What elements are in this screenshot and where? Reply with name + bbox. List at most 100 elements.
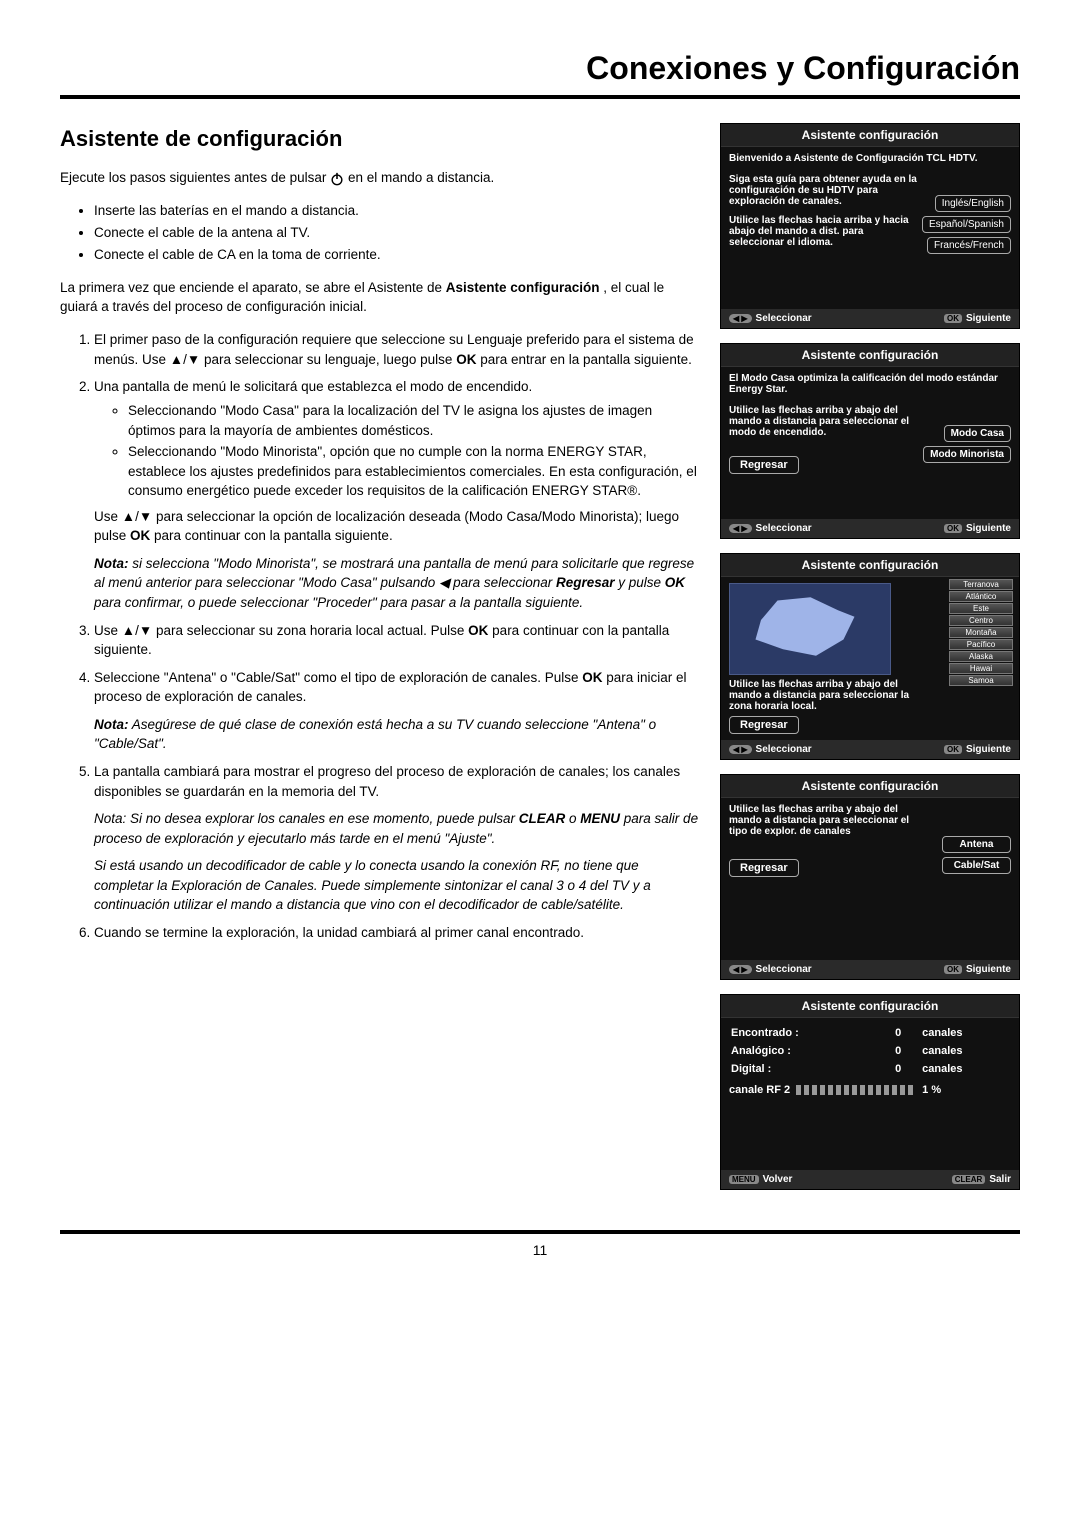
ok-badge-icon: OK [944,745,962,754]
text-bold: MENU [580,811,620,826]
tz-option[interactable]: Pacífico [949,639,1013,650]
step-5-note-a: Nota: Si no desea explorar los canales e… [94,809,700,848]
step-3: Use ▲/▼ para seleccionar su zona horaria… [94,621,700,660]
tz-option[interactable]: Atlántico [949,591,1013,602]
panel-footer: ◀ ▶Seleccionar OKSiguiente [721,519,1019,538]
text: Seleccione "Antena" o "Cable/Sat" como e… [94,670,582,685]
footer-next: Siguiente [966,964,1011,975]
step-1: El primer paso de la configuración requi… [94,330,700,369]
panel-text: El Modo Casa optimiza la calificación de… [729,373,1011,395]
text-bold: OK [456,352,476,367]
text: para entrar en la pantalla siguiente. [476,352,691,367]
text: La pantalla cambiará para mostrar el pro… [94,764,680,799]
option-spanish[interactable]: Español/Spanish [922,216,1011,233]
step-2-use: Use ▲/▼ para seleccionar la opción de lo… [94,507,700,546]
tz-option[interactable]: Terranova [949,579,1013,590]
back-button[interactable]: Regresar [729,859,799,877]
tz-option[interactable]: Hawai [949,663,1013,674]
text-bold: OK [130,528,150,543]
text: Nota: Si no desea explorar los canales e… [94,811,519,826]
panel-text: Bienvenido a Asistente de Configuración … [729,153,1011,164]
footer-select: Seleccionar [756,744,812,755]
text-bold: Nota: [94,556,129,571]
option-french[interactable]: Francés/French [927,237,1011,254]
tz-option[interactable]: Este [949,603,1013,614]
panel-title: Asistente configuración [721,995,1019,1018]
table-row: Digital : 0 canales [729,1060,1011,1078]
section-title: Asistente de configuración [60,123,700,155]
nav-arrows-icon: ◀ ▶ [729,524,752,533]
prereq-list: Inserte las baterías en el mando a dista… [60,201,700,264]
footer-select: Seleccionar [756,964,812,975]
left-column: Asistente de configuración Ejecute los p… [60,123,700,1190]
footer-salir: Salir [989,1174,1011,1185]
panel-language: Asistente configuración Bienvenido a Asi… [720,123,1020,329]
cell-label: Encontrado : [729,1024,876,1042]
step-2-note: Nota: si selecciona "Modo Minorista", se… [94,554,700,613]
step-5-note-b: Si está usando un decodificador de cable… [94,856,700,915]
panel-title: Asistente configuración [721,775,1019,798]
panel-title: Asistente configuración [721,344,1019,367]
list-item: Inserte las baterías en el mando a dista… [94,201,700,221]
footer-volver: Volver [763,1174,793,1185]
panel-scan-progress: Asistente configuración Encontrado : 0 c… [720,994,1020,1190]
step-2: Una pantalla de menú le solicitará que e… [94,377,700,612]
text-bold: OK [582,670,602,685]
text: o [565,811,580,826]
map-image [729,583,891,675]
panel-text: Siga esta guía para obtener ayuda en la … [729,174,929,207]
cell-unit: canales [920,1042,1011,1060]
option-retail-mode[interactable]: Modo Minorista [923,446,1011,463]
ok-badge-icon: OK [944,524,962,533]
intro-paragraph-1: Ejecute los pasos siguientes antes de pu… [60,168,700,188]
panel-mode: Asistente configuración El Modo Casa opt… [720,343,1020,539]
menu-badge-icon: MENU [729,1175,759,1184]
cell-unit: canales [920,1060,1011,1078]
tz-option[interactable]: Montaña [949,627,1013,638]
steps-list: El primer paso de la configuración requi… [60,330,700,942]
cell-value: 0 [876,1060,920,1078]
text-bold: Asistente configuración [446,280,600,295]
table-row: Analógico : 0 canales [729,1042,1011,1060]
panel-footer: ◀ ▶Seleccionar OKSiguiente [721,309,1019,328]
text: para continuar con la pantalla siguiente… [150,528,392,543]
rf-label: canale RF 2 [729,1084,790,1096]
text-bold: Nota: [94,717,129,732]
step-4-note: Nota: Asegúrese de qué clase de conexión… [94,715,700,754]
panel-title: Asistente configuración [721,124,1019,147]
option-antenna[interactable]: Antena [942,836,1011,853]
text: Una pantalla de menú le solicitará que e… [94,379,532,394]
page-header: Conexiones y Configuración [60,50,1020,99]
text-bold: OK [665,575,685,590]
scan-results-table: Encontrado : 0 canales Analógico : 0 can… [729,1024,1011,1078]
option-english[interactable]: Inglés/English [935,195,1011,212]
tz-option[interactable]: Samoa [949,675,1013,686]
panel-title: Asistente configuración [721,554,1019,577]
footer-select: Seleccionar [756,313,812,324]
text: para confirmar, o puede seleccionar "Pro… [94,595,583,610]
page-footer: 11 [60,1230,1020,1258]
tz-option[interactable]: Alaska [949,651,1013,662]
panel-text: Utilice las flechas arriba y abajo del m… [729,679,914,712]
text: Asegúrese de qué clase de conexión está … [94,717,656,752]
option-home-mode[interactable]: Modo Casa [944,425,1011,442]
footer-next: Siguiente [966,523,1011,534]
ok-badge-icon: OK [944,965,962,974]
tz-option[interactable]: Centro [949,615,1013,626]
table-row: Encontrado : 0 canales [729,1024,1011,1042]
timezone-list: Terranova Atlántico Este Centro Montaña … [949,579,1013,686]
right-column: Asistente configuración Bienvenido a Asi… [720,123,1020,1190]
panel-footer: ◀ ▶Seleccionar OKSiguiente [721,960,1019,979]
nav-arrows-icon: ◀ ▶ [729,314,752,323]
back-button[interactable]: Regresar [729,456,799,474]
step-4: Seleccione "Antena" o "Cable/Sat" como e… [94,668,700,754]
rf-percent: 1 % [922,1084,941,1096]
option-cable-sat[interactable]: Cable/Sat [942,857,1011,874]
ok-badge-icon: OK [944,314,962,323]
back-button[interactable]: Regresar [729,716,799,734]
text-bold: CLEAR [519,811,566,826]
panel-timezone: Asistente configuración Utilice las flec… [720,553,1020,760]
text: Use ▲/▼ para seleccionar su zona horaria… [94,623,468,638]
nav-arrows-icon: ◀ ▶ [729,745,752,754]
panel-footer: ◀ ▶Seleccionar OKSiguiente [721,740,1019,759]
